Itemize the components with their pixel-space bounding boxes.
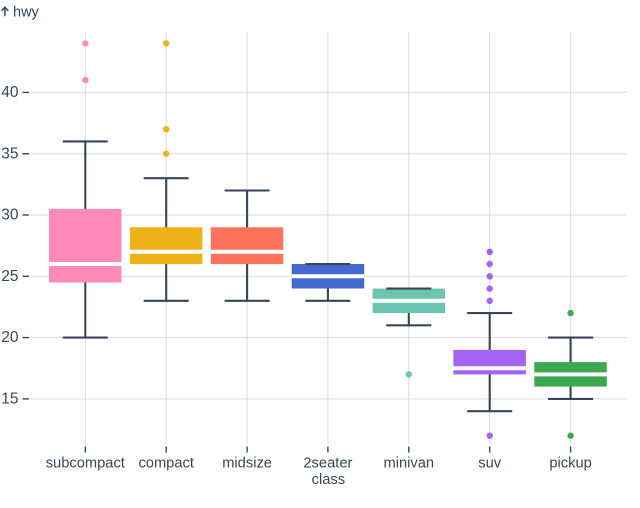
svg-text:midsize: midsize	[222, 456, 272, 472]
svg-text:35: 35	[1, 145, 18, 162]
svg-text:pickup: pickup	[549, 456, 591, 472]
svg-text:suv: suv	[478, 456, 502, 472]
svg-text:hwy: hwy	[13, 4, 40, 20]
svg-text:40: 40	[1, 84, 19, 101]
svg-text:15: 15	[1, 391, 18, 408]
svg-text:compact: compact	[138, 456, 194, 472]
svg-text:minivan: minivan	[383, 456, 434, 472]
svg-text:2seater: 2seater	[303, 456, 352, 472]
svg-text:25: 25	[1, 268, 18, 285]
svg-text:20: 20	[1, 329, 19, 346]
svg-text:subcompact: subcompact	[46, 456, 125, 472]
svg-text:30: 30	[1, 207, 19, 224]
svg-text:class: class	[312, 472, 345, 488]
